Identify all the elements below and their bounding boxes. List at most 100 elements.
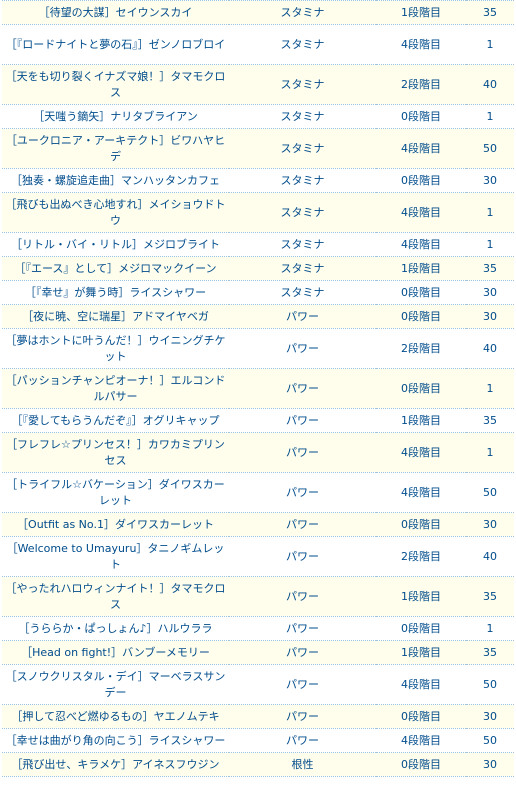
value-cell: 35: [466, 256, 514, 281]
stat-type-cell: パワー: [229, 664, 376, 705]
card-name-cell: ［パッションチャンピオーナ！］エルコンドルパサー: [2, 368, 229, 409]
stat-type-cell: スタミナ: [229, 232, 376, 257]
stat-type-cell: パワー: [229, 616, 376, 641]
table-row: ［天をも切り裂くイナズマ娘！］タマモクロス スタミナ 2段階目 40: [2, 64, 514, 105]
stat-type-cell: パワー: [229, 328, 376, 369]
table-row: ［ユークロニア・アーキテクト］ビワハヤヒデ スタミナ 4段階目 50: [2, 128, 514, 169]
table-row: ［Welcome to Umayuru］タニノギムレット パワー 2段階目 40: [2, 536, 514, 577]
table-row: ［トライフル☆バケーション］ダイワスカーレット パワー 4段階目 50: [2, 472, 514, 513]
table-row: ［待望の大謀］セイウンスカイ スタミナ 1段階目 35: [2, 0, 514, 25]
table-row: ［『ロードナイトと夢の石』］ゼンノロブロイ スタミナ 4段階目 1: [2, 24, 514, 65]
stat-type-cell: スタミナ: [229, 280, 376, 305]
stat-type-cell: スタミナ: [229, 24, 376, 65]
stat-type-cell: スタミナ: [229, 128, 376, 169]
stage-cell: 0段階目: [376, 704, 466, 729]
stage-cell: 4段階目: [376, 664, 466, 705]
stage-cell: 0段階目: [376, 368, 466, 409]
table-row: ［『愛してもらうんだぞ』］オグリキャップ パワー 1段階目 35: [2, 408, 514, 433]
card-name-cell: ［夜に暁、空に瑞星］アドマイヤベガ: [2, 304, 229, 329]
card-name-cell: ［スノウクリスタル・デイ］マーベラスサンデー: [2, 664, 229, 705]
value-cell: 50: [466, 472, 514, 513]
stage-cell: 1段階目: [376, 576, 466, 617]
stat-type-cell: スタミナ: [229, 192, 376, 233]
stage-cell: 4段階目: [376, 232, 466, 257]
table-row: ［うららか・ぱっしょん♪］ハルウララ パワー 0段階目 1: [2, 616, 514, 641]
stage-cell: 4段階目: [376, 728, 466, 753]
stat-type-cell: パワー: [229, 704, 376, 729]
value-cell: 1: [466, 232, 514, 257]
stage-cell: 0段階目: [376, 616, 466, 641]
stat-type-cell: パワー: [229, 368, 376, 409]
stage-cell: 4段階目: [376, 472, 466, 513]
table-row: ［飛び出せ、キラメケ］アイネスフウジン 根性 0段階目 30: [2, 752, 514, 777]
stage-cell: 0段階目: [376, 512, 466, 537]
table-row: ［Outfit as No.1］ダイワスカーレット パワー 0段階目 30: [2, 512, 514, 537]
table-row: ［『幸せ』が舞う時］ライスシャワー スタミナ 0段階目 30: [2, 280, 514, 305]
table-row: ［フレフレ☆プリンセス！］カワカミプリンセス パワー 4段階目 1: [2, 432, 514, 473]
card-name-cell: ［飛び出せ、キラメケ］アイネスフウジン: [2, 752, 229, 777]
stat-type-cell: パワー: [229, 576, 376, 617]
support-card-table: ［待望の大謀］セイウンスカイ スタミナ 1段階目 35 ［『ロードナイトと夢の石…: [2, 0, 514, 777]
card-name-cell: ［幸せは曲がり角の向こう］ライスシャワー: [2, 728, 229, 753]
stage-cell: 4段階目: [376, 24, 466, 65]
stat-type-cell: パワー: [229, 408, 376, 433]
value-cell: 50: [466, 728, 514, 753]
table-row: ［幸せは曲がり角の向こう］ライスシャワー パワー 4段階目 50: [2, 728, 514, 753]
card-name-cell: ［天嗤う鏑矢］ナリタブライアン: [2, 104, 229, 129]
stage-cell: 2段階目: [376, 536, 466, 577]
stat-type-cell: パワー: [229, 432, 376, 473]
stage-cell: 0段階目: [376, 104, 466, 129]
card-name-cell: ［『幸せ』が舞う時］ライスシャワー: [2, 280, 229, 305]
table-row: ［天嗤う鏑矢］ナリタブライアン スタミナ 0段階目 1: [2, 104, 514, 129]
stage-cell: 4段階目: [376, 192, 466, 233]
value-cell: 1: [466, 616, 514, 641]
table-row: ［夜に暁、空に瑞星］アドマイヤベガ パワー 0段階目 30: [2, 304, 514, 329]
stage-cell: 1段階目: [376, 640, 466, 665]
table-row: ［スノウクリスタル・デイ］マーベラスサンデー パワー 4段階目 50: [2, 664, 514, 705]
stage-cell: 0段階目: [376, 168, 466, 193]
stage-cell: 0段階目: [376, 280, 466, 305]
card-name-cell: ［トライフル☆バケーション］ダイワスカーレット: [2, 472, 229, 513]
value-cell: 50: [466, 664, 514, 705]
value-cell: 35: [466, 0, 514, 25]
card-name-cell: ［『エース』として］メジロマックイーン: [2, 256, 229, 281]
table-row: ［パッションチャンピオーナ！］エルコンドルパサー パワー 0段階目 1: [2, 368, 514, 409]
card-name-cell: ［フレフレ☆プリンセス！］カワカミプリンセス: [2, 432, 229, 473]
value-cell: 30: [466, 168, 514, 193]
stage-cell: 0段階目: [376, 304, 466, 329]
table-row: ［押して忍べど燃ゆるもの］ヤエノムテキ パワー 0段階目 30: [2, 704, 514, 729]
stage-cell: 1段階目: [376, 256, 466, 281]
stat-type-cell: 根性: [229, 752, 376, 777]
stat-type-cell: パワー: [229, 640, 376, 665]
value-cell: 1: [466, 104, 514, 129]
value-cell: 1: [466, 432, 514, 473]
value-cell: 40: [466, 328, 514, 369]
stage-cell: 2段階目: [376, 64, 466, 105]
stat-type-cell: スタミナ: [229, 64, 376, 105]
card-name-cell: ［飛びも出ぬべき心地すれ］メイショウドトウ: [2, 192, 229, 233]
card-name-cell: ［リトル・バイ・リトル］メジロブライト: [2, 232, 229, 257]
value-cell: 40: [466, 64, 514, 105]
card-name-cell: ［うららか・ぱっしょん♪］ハルウララ: [2, 616, 229, 641]
card-name-cell: ［Welcome to Umayuru］タニノギムレット: [2, 536, 229, 577]
value-cell: 50: [466, 128, 514, 169]
value-cell: 30: [466, 280, 514, 305]
stage-cell: 2段階目: [376, 328, 466, 369]
value-cell: 1: [466, 24, 514, 65]
table-row: ［やったれハロウィンナイト！］タマモクロス パワー 1段階目 35: [2, 576, 514, 617]
value-cell: 30: [466, 704, 514, 729]
table-row: ［独奏・螺旋追走曲］マンハッタンカフェ スタミナ 0段階目 30: [2, 168, 514, 193]
table-row: ［夢はホントに叶うんだ！］ウイニングチケット パワー 2段階目 40: [2, 328, 514, 369]
value-cell: 1: [466, 192, 514, 233]
stage-cell: 1段階目: [376, 0, 466, 25]
table-row: ［リトル・バイ・リトル］メジロブライト スタミナ 4段階目 1: [2, 232, 514, 257]
value-cell: 35: [466, 576, 514, 617]
value-cell: 30: [466, 512, 514, 537]
stage-cell: 1段階目: [376, 408, 466, 433]
stat-type-cell: スタミナ: [229, 0, 376, 25]
value-cell: 40: [466, 536, 514, 577]
card-name-cell: ［天をも切り裂くイナズマ娘！］タマモクロス: [2, 64, 229, 105]
stat-type-cell: パワー: [229, 536, 376, 577]
table-row: ［飛びも出ぬべき心地すれ］メイショウドトウ スタミナ 4段階目 1: [2, 192, 514, 233]
table-row: ［『エース』として］メジロマックイーン スタミナ 1段階目 35: [2, 256, 514, 281]
